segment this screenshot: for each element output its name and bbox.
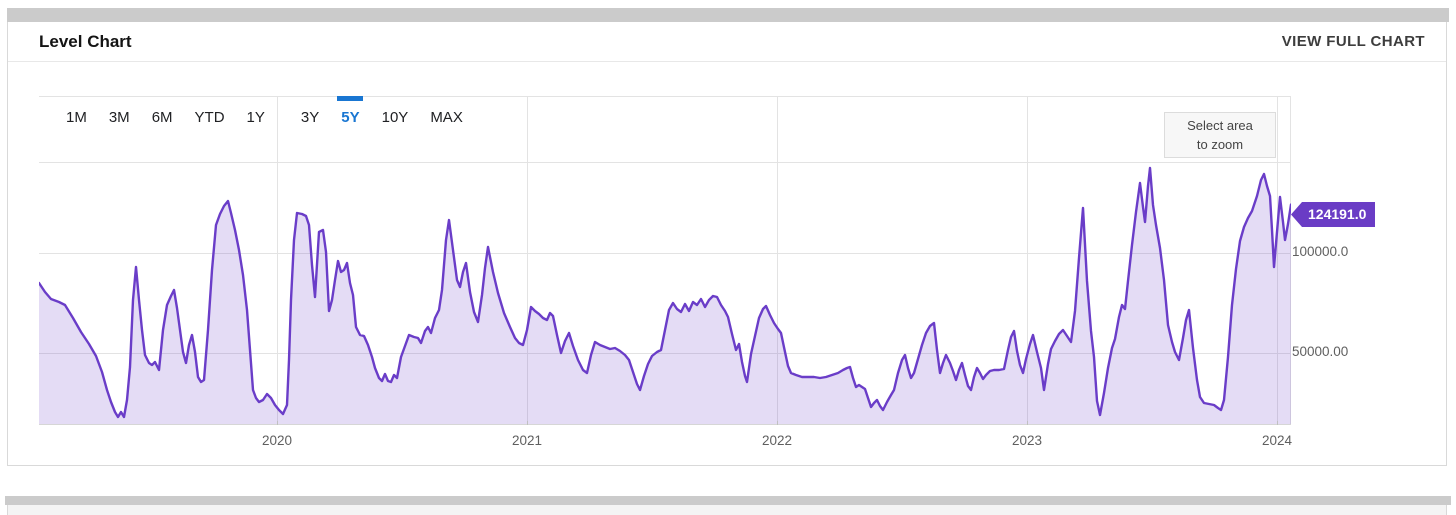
view-full-chart-link[interactable]: VIEW FULL CHART [1281,33,1425,50]
range-group-short: 1M 3M 6M YTD 1Y [55,96,276,126]
level-chart-card: Level Chart VIEW FULL CHART 1M 3M 6M YTD 1Y … [7,22,1447,466]
x-axis-label-2021: 2021 [511,433,543,448]
x-axis-label-2023: 2023 [1011,433,1043,448]
last-value-badge: 124191.0 [1291,202,1376,227]
x-axis-label-2020: 2020 [261,433,293,448]
range-group-long: 3Y 5Y 10Y MAX [290,96,474,126]
level-line [39,166,1291,419]
y-axis-label-50000: 50000.00 [1292,344,1349,359]
range-tab-max[interactable]: MAX [430,109,463,126]
range-tab-1y[interactable]: 1Y [246,109,265,126]
y-axis-label-100000: 100000.0 [1292,244,1349,259]
area-fill [39,168,1291,425]
card-header: Level Chart VIEW FULL CHART [8,22,1446,62]
select-area-to-zoom-hint: Select area to zoom [1164,112,1276,158]
top-divider-band [7,8,1449,22]
next-card-top-strip [7,505,1447,515]
range-tab-1m[interactable]: 1M [66,109,87,126]
range-tab-3y[interactable]: 3Y [300,109,320,126]
x-axis-label-2022: 2022 [761,433,793,448]
x-axis-label-2024: 2024 [1261,433,1293,448]
select-zoom-line2: to zoom [1196,137,1244,152]
range-tab-3m[interactable]: 3M [108,109,130,126]
range-tab-ytd[interactable]: YTD [194,109,225,126]
page-title: Level Chart [39,31,132,51]
range-tab-6m[interactable]: 6M [151,109,173,126]
select-zoom-line1: Select area [1187,118,1253,133]
range-toolbar: 1M 3M 6M YTD 1Y 3Y 5Y 10Y MAX [39,96,539,160]
range-tab-10y[interactable]: 10Y [381,109,409,126]
bottom-divider-band [5,496,1451,505]
level-area-chart[interactable] [39,96,1291,425]
range-tab-5y[interactable]: 5Y [330,96,370,126]
